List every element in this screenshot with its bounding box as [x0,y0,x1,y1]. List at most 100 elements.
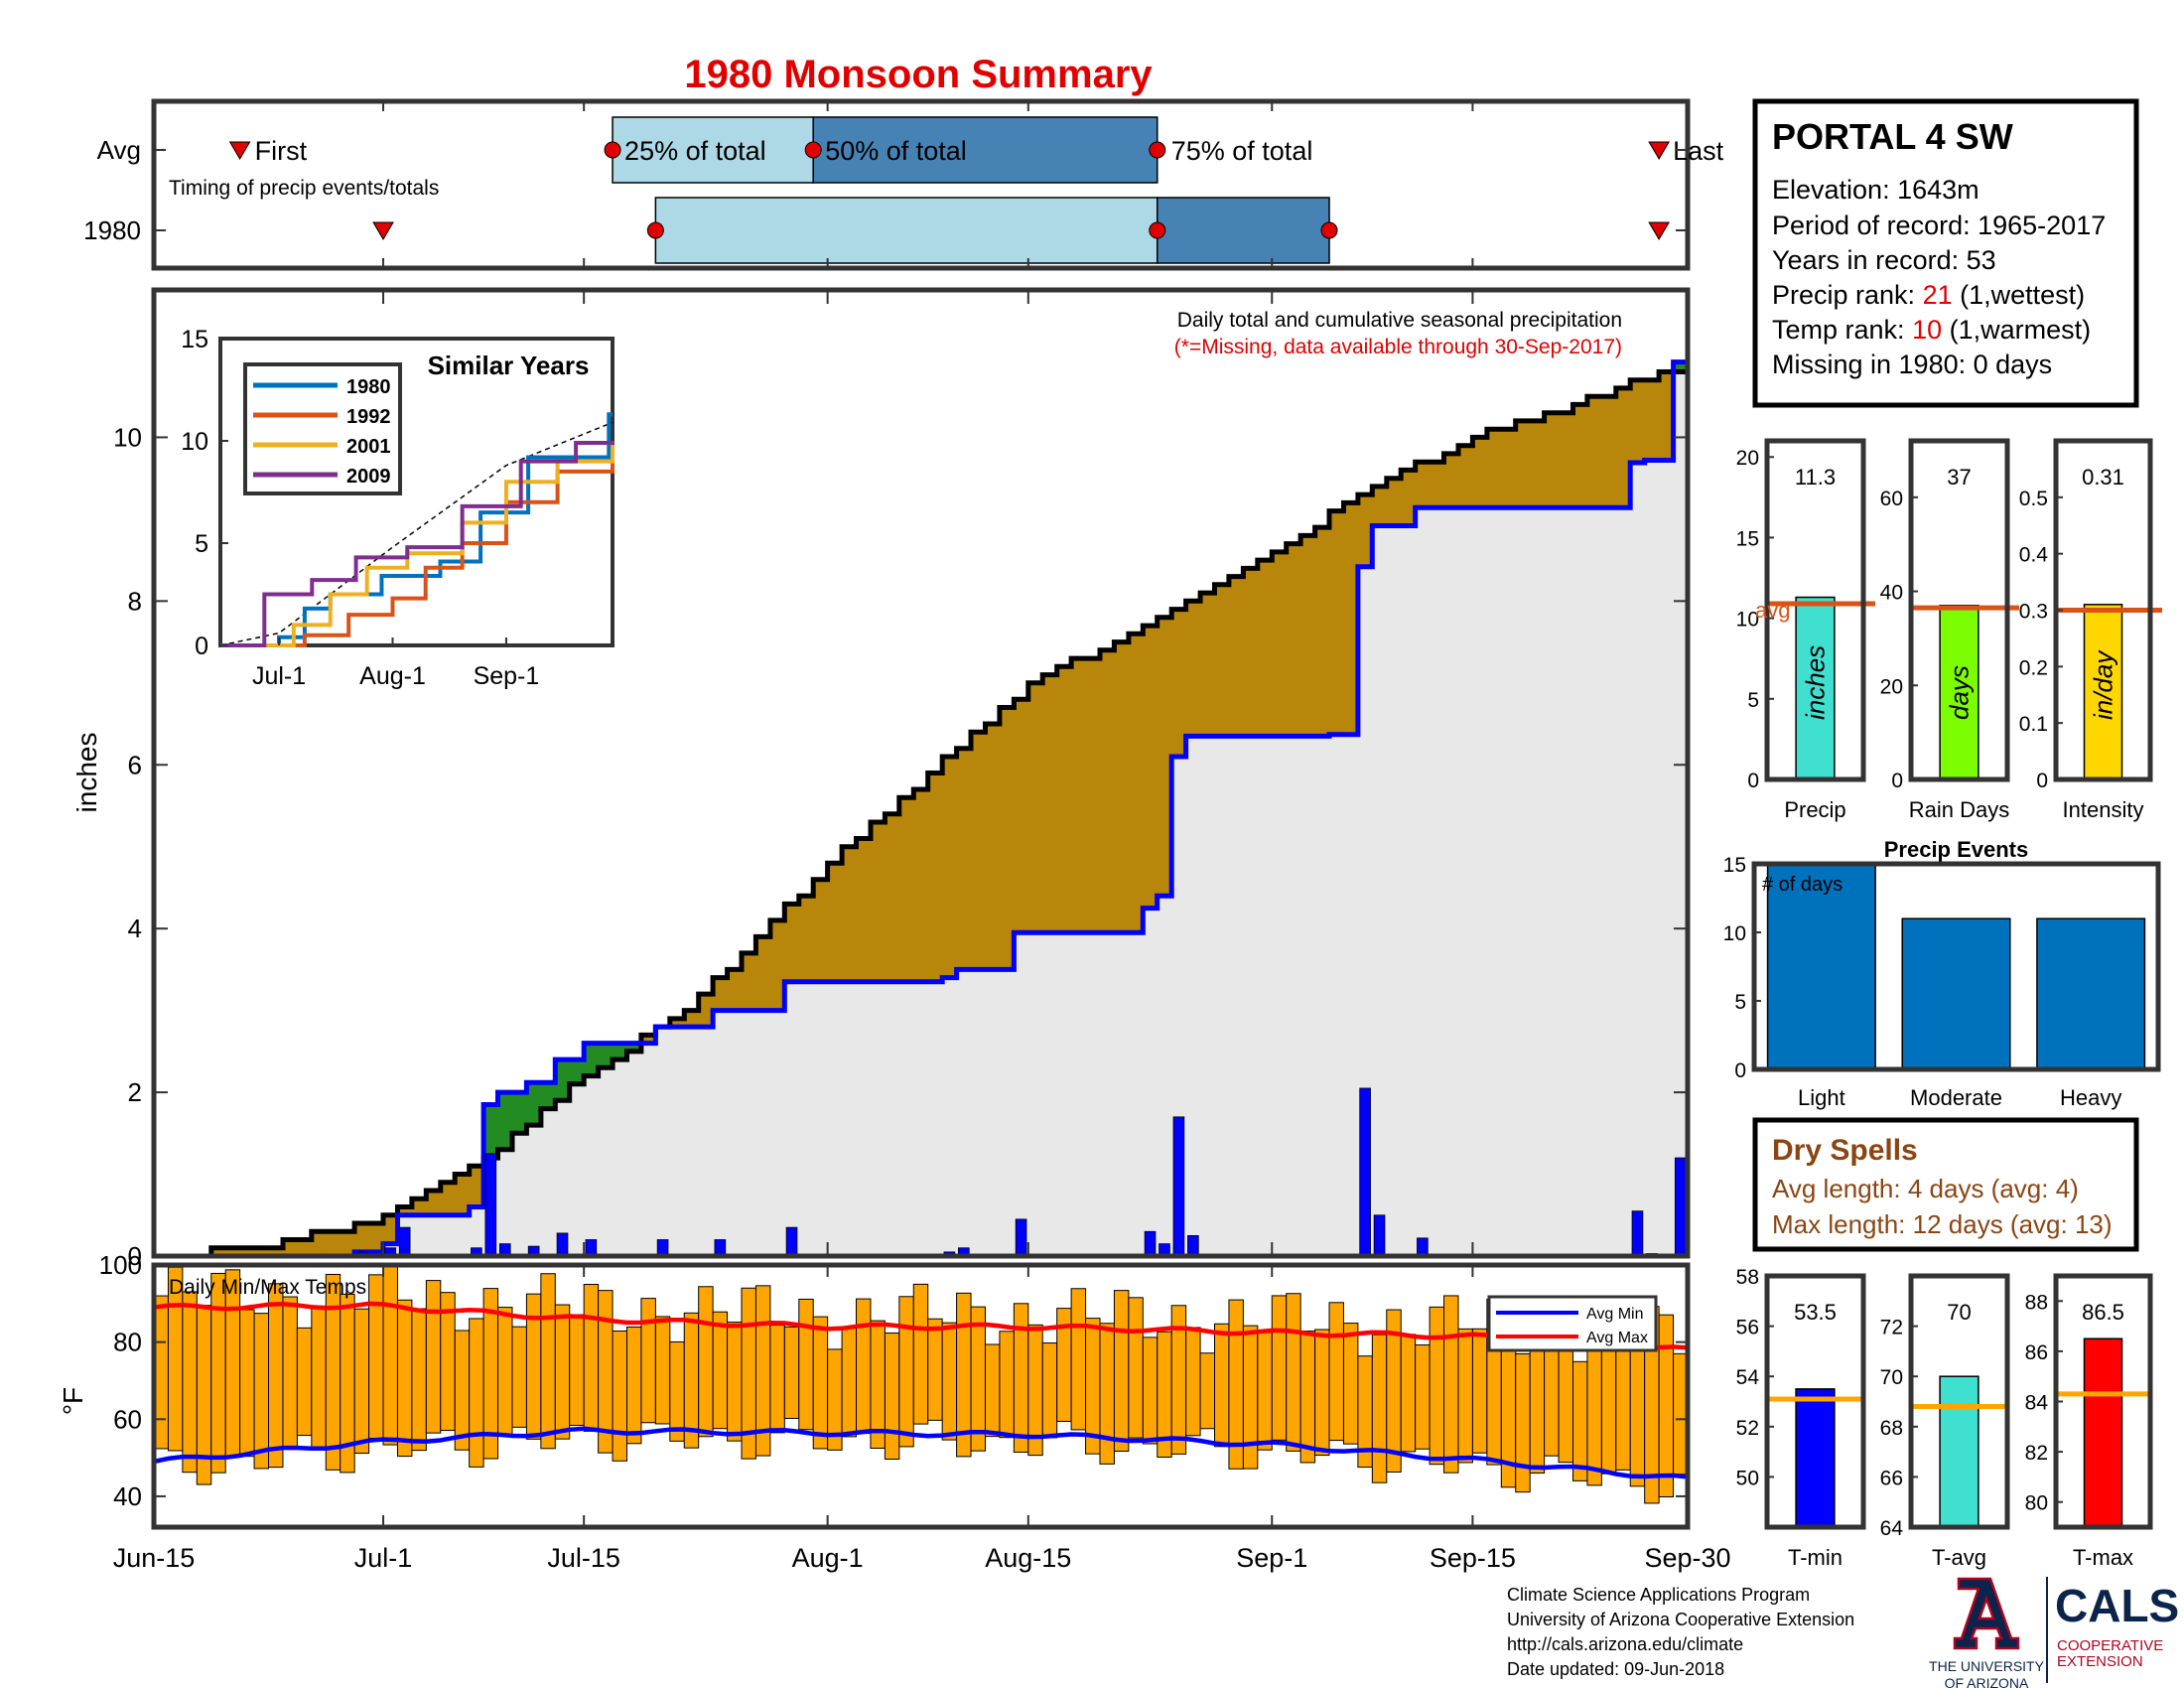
timing-box-50-75 [812,116,1159,184]
year-cumulative-line [154,359,1688,1259]
deficit-fill [1572,404,1588,508]
daily-temp-bar [698,1286,714,1438]
daily-temp-bar [727,1322,743,1442]
daily-temp-bar [411,1308,427,1452]
temps-ytick-label: 60 [113,1404,142,1434]
daily-temp-bar [884,1332,900,1460]
marker-p25 [646,221,664,239]
main-ytick-label: 8 [128,586,142,616]
legend-max-label: Avg Max [1586,1330,1648,1346]
value-bar-t-max [2083,1337,2123,1528]
value-label: 53.5 [1794,1300,1837,1325]
deficit-fill [971,732,987,970]
deficit-fill [927,773,943,982]
daily-temp-bar [612,1330,627,1462]
deficit-fill [856,838,872,982]
temp-rank-suffix: (1,warmest) [1942,315,2091,345]
small-ytick-label: 20 [1736,447,1759,470]
unit-label: in/day [2089,649,2118,720]
event-category-label: Heavy [2060,1085,2121,1110]
marker-first [228,141,251,160]
temp-rank-value: 10 [1912,315,1942,345]
deficit-fill [268,1247,284,1256]
daily-temp-bar [912,1283,929,1425]
daily-temp-bar [769,1325,785,1434]
daily-temp-bar [798,1298,814,1431]
daily-temp-bar [425,1280,442,1434]
deficit-fill [239,1247,255,1256]
deficit-fill [397,1206,413,1215]
small-ytick-label: 10 [1736,609,1759,632]
dry-max-line: Max length: 12 days (avg: 13) [1772,1209,2113,1239]
daily-precip-bar [1373,1214,1386,1257]
daily-temp-bar [353,1308,370,1455]
deficit-fill [426,1191,442,1215]
deficit-fill [455,1174,471,1215]
deficit-fill [742,952,757,1011]
daily-temp-bar [1314,1329,1330,1457]
small-ytick-label: 0 [1891,770,1903,792]
small-ytick-label: 0.5 [2019,488,2048,510]
daily-temp-bar [1615,1338,1631,1471]
daily-precip-bar [1359,1087,1371,1257]
small-ytick-label: 58 [1736,1266,1759,1289]
main-ytick-label: 0 [128,1241,142,1271]
small-ytick-label: 82 [2025,1442,2048,1465]
surplus-fill [497,1092,513,1150]
inset-legend-label: 1980 [346,376,391,398]
daily-temp-bar [1415,1344,1431,1450]
daily-temp-bar [454,1330,471,1451]
date-tick-label: Aug-15 [985,1543,1071,1573]
deficit-fill [1286,543,1301,737]
deficit-fill [784,904,800,982]
surplus-fill [540,1082,556,1109]
deficit-fill [684,1010,700,1028]
daily-temp-bar [268,1283,284,1469]
footer-line: http://cals.arizona.edu/climate [1507,1634,1743,1654]
small-chart-label: Precip [1784,797,1845,822]
deficit-fill [713,977,729,1011]
inset-series-1992 [220,451,614,647]
deficit-fill [913,788,929,982]
inset-ytick-label: 10 [181,428,208,456]
inset-legend-label: 2001 [346,436,391,458]
deficit-fill [755,936,771,1011]
marker-p75 [1320,221,1338,239]
date-tick-label: Jun-15 [113,1543,196,1573]
deficit-fill [769,919,785,1011]
daily-temp-bar [640,1298,656,1424]
deficit-fill [1171,609,1187,758]
marker-p25 [604,141,621,159]
dry-frame [1752,1117,2139,1252]
daily-temp-bar [1529,1340,1546,1475]
temps-ytick-label: 80 [113,1328,142,1357]
timing-row-avg-label: Avg [97,135,141,165]
value-label: 86.5 [2082,1300,2124,1325]
deficit-fill [225,1247,241,1256]
marker-first [372,221,394,240]
deficit-fill [698,994,714,1028]
deficit-fill [1042,674,1058,933]
deficit-fill [1372,486,1388,526]
timing-panel: Avg 1980 Timing of precip events/totals Fir… [83,98,1724,271]
precip-summary-bars: 0 5 10 15 20 11.3 Precip inches 0 20 40 60 37 Rain Da… [1736,438,2162,822]
daily-precip-bar [1187,1234,1199,1257]
daily-precip-bar [484,1153,497,1257]
deficit-fill [827,863,843,982]
avg-annotation: avg [1755,598,1790,623]
precip-events-chart: Light Moderate Heavy 0 5 10 15 Precip Events # o… [1723,837,2161,1110]
cals-coop-line2: EXTENSION [2057,1653,2143,1670]
avg-min-line [153,1426,1689,1479]
small-ytick-label: 66 [1880,1467,1903,1489]
timing-box-25-50 [612,116,814,184]
daily-temp-bar [396,1299,413,1458]
unit-label: days [1945,665,1975,720]
daily-temp-bar [1471,1328,1488,1454]
small-ytick-label: 0 [1747,770,1759,792]
footer-line: Climate Science Applications Program [1507,1585,1810,1605]
daily-temp-bar [1185,1327,1201,1437]
small-ytick-label: 0.3 [2019,601,2048,624]
daily-temp-bar [253,1313,270,1470]
small-ytick-label: 70 [1880,1366,1903,1389]
